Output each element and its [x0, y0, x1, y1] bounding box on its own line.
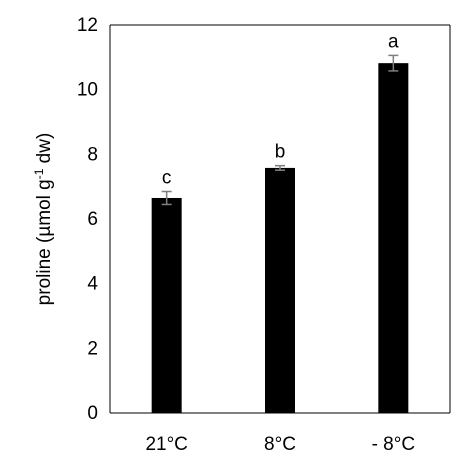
significance-letter: b: [275, 142, 286, 163]
bar: [378, 63, 409, 414]
error-bars: [161, 54, 399, 206]
x-tick-labels: 21°C 8°C - 8°C: [145, 434, 415, 455]
error-bar: [161, 190, 172, 206]
y-tick-label: 10: [77, 80, 98, 101]
y-axis-title: proline (µmol g-1 dw): [32, 133, 55, 306]
y-tick-label: 6: [87, 209, 98, 230]
y-axis-title-prefix: proline (µmol g: [34, 179, 55, 305]
error-bar: [388, 54, 399, 72]
y-tick-labels: 0 2 4 6 8 10 12: [77, 15, 99, 424]
y-tick-label: 4: [87, 274, 98, 295]
x-tick-label: 21°C: [145, 434, 187, 455]
significance-letter: a: [388, 31, 399, 52]
y-axis-title-superscript: -1: [32, 168, 46, 179]
error-bar: [275, 164, 285, 171]
bars: [151, 63, 409, 414]
significance-labels: c b a: [162, 31, 399, 188]
significance-letter: c: [162, 168, 172, 189]
y-tick-label: 2: [87, 338, 98, 359]
x-tick-label: - 8°C: [372, 434, 416, 455]
y-tick-label: 0: [87, 403, 98, 424]
y-axis-title-suffix: dw): [34, 133, 55, 169]
x-tick-label: 8°C: [264, 434, 296, 455]
y-tick-label: 12: [77, 15, 98, 36]
bar: [151, 197, 182, 413]
bar: [265, 167, 295, 413]
y-tick-label: 8: [87, 144, 98, 165]
